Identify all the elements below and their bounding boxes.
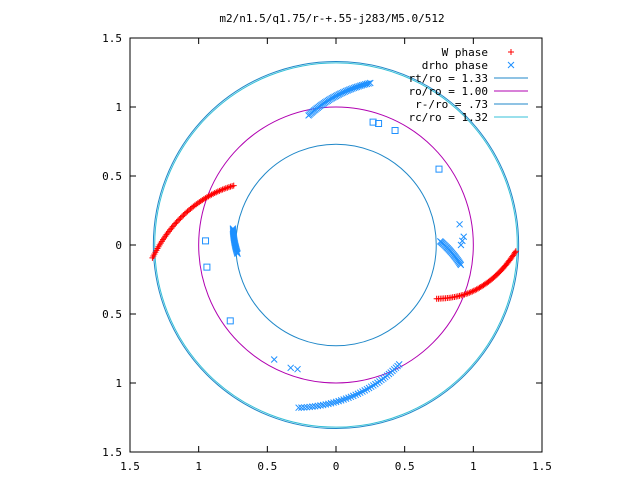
legend-label: ro/ro = 1.00 bbox=[409, 85, 488, 98]
legend-label: W phase bbox=[442, 46, 488, 59]
series-1-arc-2-point bbox=[319, 401, 327, 409]
series-0-arc-1-point bbox=[473, 286, 480, 293]
circle-3 bbox=[154, 62, 518, 428]
series-0-arc-0-point bbox=[176, 216, 183, 223]
series-1-arc-2-point bbox=[325, 400, 332, 408]
series-0-arc-1-point bbox=[472, 287, 479, 294]
chart-title: m2/n1.5/q1.75/r-+.55-j283/M5.0/512 bbox=[219, 12, 444, 25]
series-0-arc-1-point bbox=[433, 295, 440, 302]
y-tick-label: 0.5 bbox=[102, 170, 122, 183]
series-1-arc-2-point bbox=[309, 403, 316, 410]
circle-0 bbox=[152, 60, 520, 430]
y-tick-label: 1 bbox=[115, 101, 122, 114]
series-1-arc-2-point bbox=[335, 397, 343, 405]
series-0-arc-0-point bbox=[173, 219, 180, 226]
legend-label: r-/ro = .73 bbox=[415, 98, 488, 111]
series-0-arc-0-point bbox=[170, 222, 177, 229]
series-1-point bbox=[202, 237, 210, 245]
series-1-point bbox=[457, 241, 465, 249]
series-1-point bbox=[391, 126, 399, 134]
y-tick-label: 0 bbox=[115, 239, 122, 252]
series-1-point bbox=[460, 233, 468, 241]
y-tick-label: 0.5 bbox=[102, 308, 122, 321]
x-tick-label: 0 bbox=[333, 460, 340, 473]
series-1-point bbox=[375, 120, 383, 128]
circle-2 bbox=[235, 143, 437, 347]
series-0-arc-0-point bbox=[181, 210, 188, 217]
series-1-point bbox=[369, 118, 377, 126]
series-0-arc-0-point bbox=[194, 200, 201, 207]
y-tick-label: 1.5 bbox=[102, 32, 122, 45]
x-tick-label: 1.5 bbox=[532, 460, 552, 473]
series-0-arc-0-point bbox=[230, 182, 237, 189]
series-1-point bbox=[458, 237, 466, 245]
x-tick-label: 0.5 bbox=[257, 460, 277, 473]
series-1-arc-2-point bbox=[303, 403, 311, 411]
legend-marker bbox=[508, 49, 514, 55]
series-1-arc-2-point bbox=[300, 404, 308, 411]
legend-label: drho phase bbox=[422, 59, 488, 72]
series-1-arc-2-point bbox=[317, 402, 324, 409]
series-1-arc-0-point bbox=[305, 112, 312, 119]
series-0-arc-0-point bbox=[180, 212, 187, 219]
x-tick-label: 0.5 bbox=[395, 460, 415, 473]
series-1-point bbox=[294, 365, 301, 373]
series-0-arc-1-point bbox=[470, 287, 477, 294]
series-1-arc-2-point bbox=[311, 402, 319, 410]
series-1-point bbox=[203, 263, 211, 271]
series-1-arc-2-point bbox=[330, 399, 337, 406]
series-0-arc-0-point bbox=[177, 214, 184, 221]
series-1-point bbox=[287, 364, 295, 372]
y-tick-label: 1.5 bbox=[102, 446, 122, 459]
series-1-arc-2-point bbox=[322, 401, 330, 408]
data-points bbox=[149, 79, 519, 412]
x-tick-label: 1.5 bbox=[120, 460, 140, 473]
legend-label: rc/ro = 1.32 bbox=[409, 111, 488, 124]
series-1-point bbox=[456, 220, 463, 228]
series-1-point bbox=[226, 317, 234, 325]
axis-ticks: 1.5 1 0.5 0 0.5 1 1.51.510.500.511.5 bbox=[102, 32, 552, 473]
series-1-arc-2-point bbox=[332, 398, 340, 406]
series-1-point bbox=[435, 165, 443, 173]
legend-label: rt/ro = 1.33 bbox=[409, 72, 488, 85]
series-1-point bbox=[270, 356, 278, 363]
series-1-arc-2-point bbox=[306, 403, 314, 411]
legend-marker bbox=[507, 61, 515, 69]
series-1-arc-2-point bbox=[327, 399, 335, 407]
series-1-arc-2-point bbox=[314, 402, 322, 410]
series-0-arc-0-point bbox=[172, 220, 179, 227]
series-1-arc-2-point bbox=[295, 404, 302, 412]
x-tick-label: 1 bbox=[470, 460, 477, 473]
y-tick-label: 1 bbox=[115, 377, 122, 390]
series-0-arc-0-point bbox=[174, 217, 181, 224]
series-1-arc-2-point bbox=[298, 404, 305, 411]
circle-1 bbox=[198, 106, 474, 384]
series-1-arc-3-point bbox=[457, 261, 465, 269]
series-1-arc-1-point bbox=[234, 250, 241, 258]
x-tick-label: 1 bbox=[195, 460, 202, 473]
series-1-arc-2-point bbox=[337, 396, 345, 404]
series-0-arc-0-point bbox=[183, 209, 190, 216]
series-0-arc-0-point bbox=[178, 213, 185, 220]
